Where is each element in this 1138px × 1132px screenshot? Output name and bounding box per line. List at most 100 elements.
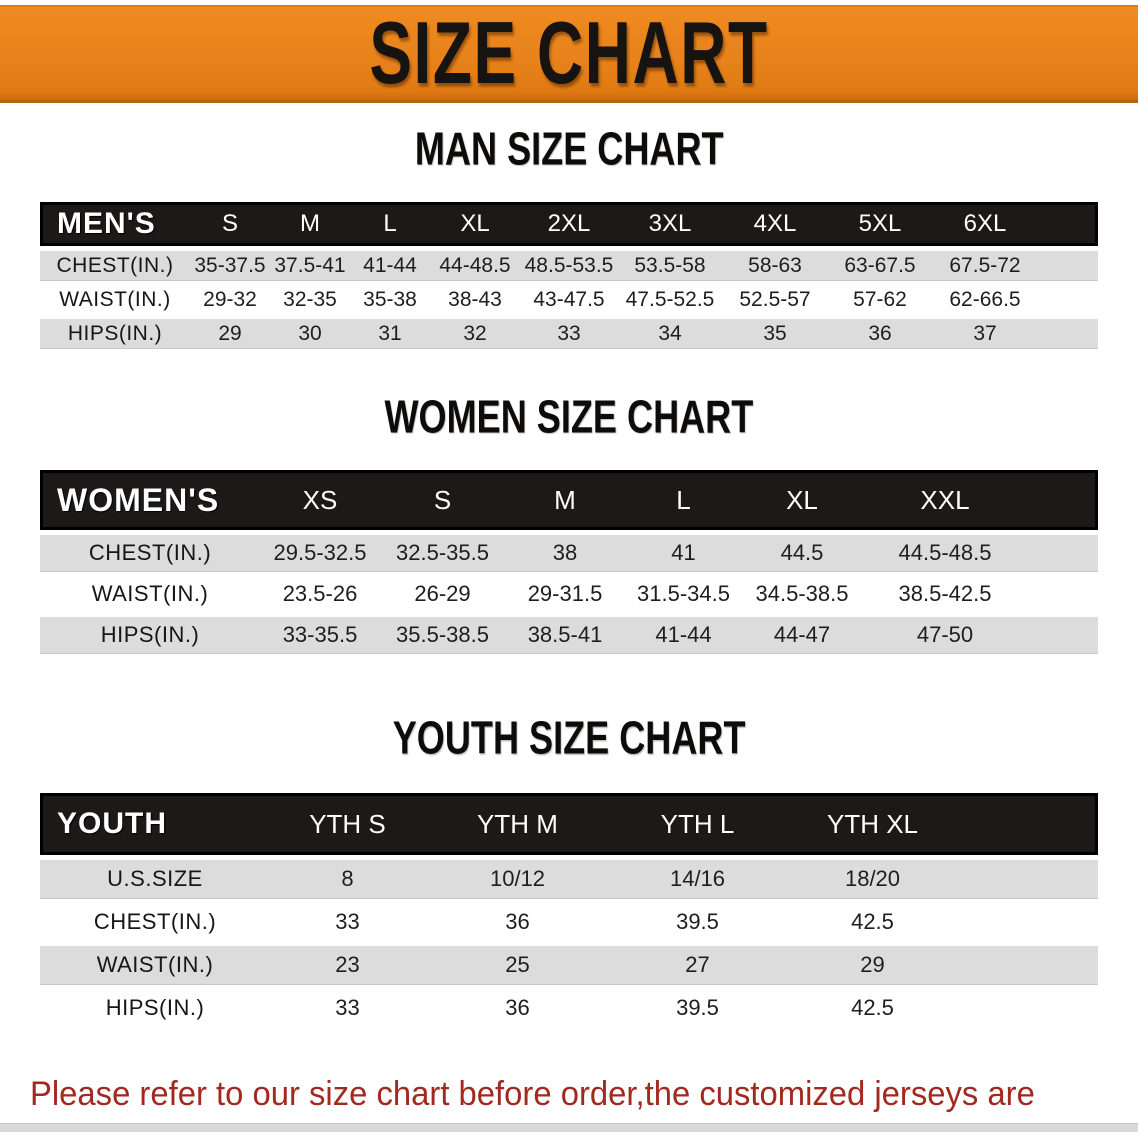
cell-value: 18/20 [785, 860, 960, 898]
row-spacer [1028, 617, 1098, 653]
cell-value: 41-44 [350, 251, 430, 280]
row-label: CHEST(IN.) [40, 535, 260, 571]
size-column-header: YTH L [610, 793, 785, 855]
row-label: CHEST(IN.) [40, 903, 270, 941]
cell-value: 27 [610, 946, 785, 984]
bottom-edge-strip [0, 1123, 1138, 1132]
cell-value: 39.5 [610, 903, 785, 941]
table-row: HIPS(IN.) 33 36 39.5 42.5 [40, 989, 1098, 1027]
size-table: WOMEN'S XS S M L XL XXL CHEST(IN.) 29.5-32.5 32.5… [40, 465, 1098, 658]
cell-value: 44.5 [742, 535, 862, 571]
cell-value: 35-37.5 [190, 251, 270, 280]
table-row: CHEST(IN.) 29.5-32.5 32.5-35.5 38 41 44.5 44.5… [40, 535, 1098, 571]
table-corner-label: WOMEN'S [40, 470, 260, 530]
cell-value: 29 [190, 319, 270, 348]
cell-value: 26-29 [380, 576, 505, 612]
size-column-header: S [190, 202, 270, 246]
row-spacer [960, 989, 1098, 1027]
size-column-header: 5XL [828, 202, 932, 246]
cell-value: 33-35.5 [260, 617, 380, 653]
row-spacer [1038, 285, 1098, 314]
cell-value: 33 [270, 903, 425, 941]
row-label: U.S.SIZE [40, 860, 270, 898]
cell-value: 38.5-42.5 [862, 576, 1028, 612]
cell-value: 38 [505, 535, 625, 571]
cell-value: 35-38 [350, 285, 430, 314]
men-size-table: MEN'S S M L XL 2XL 3XL 4XL 5XL 6XL CHEST(IN.) 35-37… [40, 197, 1098, 353]
youth-section-title: YOUTH SIZE CHART [0, 712, 1138, 765]
cell-value: 33 [270, 989, 425, 1027]
row-spacer [1028, 576, 1098, 612]
table-corner-label: YOUTH [40, 793, 270, 855]
cell-value: 10/12 [425, 860, 610, 898]
size-column-header: 6XL [932, 202, 1038, 246]
cell-value: 44.5-48.5 [862, 535, 1028, 571]
cell-value: 37.5-41 [270, 251, 350, 280]
cell-value: 8 [270, 860, 425, 898]
size-column-header: S [380, 470, 505, 530]
cell-value: 31.5-34.5 [625, 576, 742, 612]
cell-value: 57-62 [828, 285, 932, 314]
size-column-header: YTH XL [785, 793, 960, 855]
cell-value: 44-47 [742, 617, 862, 653]
cell-value: 30 [270, 319, 350, 348]
row-label: CHEST(IN.) [40, 251, 190, 280]
cell-value: 36 [425, 989, 610, 1027]
size-column-header: 3XL [618, 202, 722, 246]
row-spacer [960, 903, 1098, 941]
cell-value: 35.5-38.5 [380, 617, 505, 653]
cell-value: 67.5-72 [932, 251, 1038, 280]
men-section-title: MAN SIZE CHART [0, 123, 1138, 176]
table-row: WAIST(IN.) 29-32 32-35 35-38 38-43 43-47.5 47.… [40, 285, 1098, 314]
header-spacer [1028, 470, 1098, 530]
youth-chart-heading: YOUTH SIZE CHART [392, 712, 746, 765]
cell-value: 41-44 [625, 617, 742, 653]
cell-value: 23 [270, 946, 425, 984]
cell-value: 38.5-41 [505, 617, 625, 653]
size-column-header: YTH S [270, 793, 425, 855]
table-row: U.S.SIZE 8 10/12 14/16 18/20 [40, 860, 1098, 898]
cell-value: 36 [425, 903, 610, 941]
cell-value: 14/16 [610, 860, 785, 898]
cell-value: 47.5-52.5 [618, 285, 722, 314]
women-size-table: WOMEN'S XS S M L XL XXL CHEST(IN.) 29.5-32.5 32.5… [40, 465, 1098, 658]
row-label: WAIST(IN.) [40, 285, 190, 314]
row-label: WAIST(IN.) [40, 946, 270, 984]
size-chart-banner: SIZE CHART [0, 3, 1138, 103]
cell-value: 32.5-35.5 [380, 535, 505, 571]
size-column-header: XXL [862, 470, 1028, 530]
men-chart-heading: MAN SIZE CHART [414, 123, 724, 176]
row-spacer [1038, 251, 1098, 280]
table-row: WAIST(IN.) 23.5-26 26-29 29-31.5 31.5-34.5 34… [40, 576, 1098, 612]
cell-value: 34.5-38.5 [742, 576, 862, 612]
row-label: HIPS(IN.) [40, 989, 270, 1027]
size-column-header: 2XL [520, 202, 618, 246]
cell-value: 43-47.5 [520, 285, 618, 314]
cell-value: 25 [425, 946, 610, 984]
page-title: SIZE CHART [369, 3, 769, 103]
size-column-header: L [625, 470, 742, 530]
cell-value: 36 [828, 319, 932, 348]
cell-value: 44-48.5 [430, 251, 520, 280]
cell-value: 58-63 [722, 251, 828, 280]
size-table: MEN'S S M L XL 2XL 3XL 4XL 5XL 6XL CHEST(IN.) 35-37… [40, 197, 1098, 353]
size-column-header: YTH M [425, 793, 610, 855]
header-spacer [960, 793, 1098, 855]
size-column-header: L [350, 202, 430, 246]
cell-value: 42.5 [785, 903, 960, 941]
cell-value: 42.5 [785, 989, 960, 1027]
cell-value: 32-35 [270, 285, 350, 314]
cell-value: 41 [625, 535, 742, 571]
cell-value: 48.5-53.5 [520, 251, 618, 280]
cell-value: 47-50 [862, 617, 1028, 653]
cell-value: 39.5 [610, 989, 785, 1027]
cell-value: 38-43 [430, 285, 520, 314]
cell-value: 34 [618, 319, 722, 348]
cell-value: 52.5-57 [722, 285, 828, 314]
size-table: YOUTH YTH S YTH M YTH L YTH XL U.S.SIZE 8 10/12… [40, 788, 1098, 1032]
size-column-header: M [505, 470, 625, 530]
table-corner-label: MEN'S [40, 202, 190, 246]
table-row: CHEST(IN.) 35-37.5 37.5-41 41-44 44-48.5 48.5… [40, 251, 1098, 280]
cell-value: 23.5-26 [260, 576, 380, 612]
youth-size-table: YOUTH YTH S YTH M YTH L YTH XL U.S.SIZE 8 10/12… [40, 788, 1098, 1032]
